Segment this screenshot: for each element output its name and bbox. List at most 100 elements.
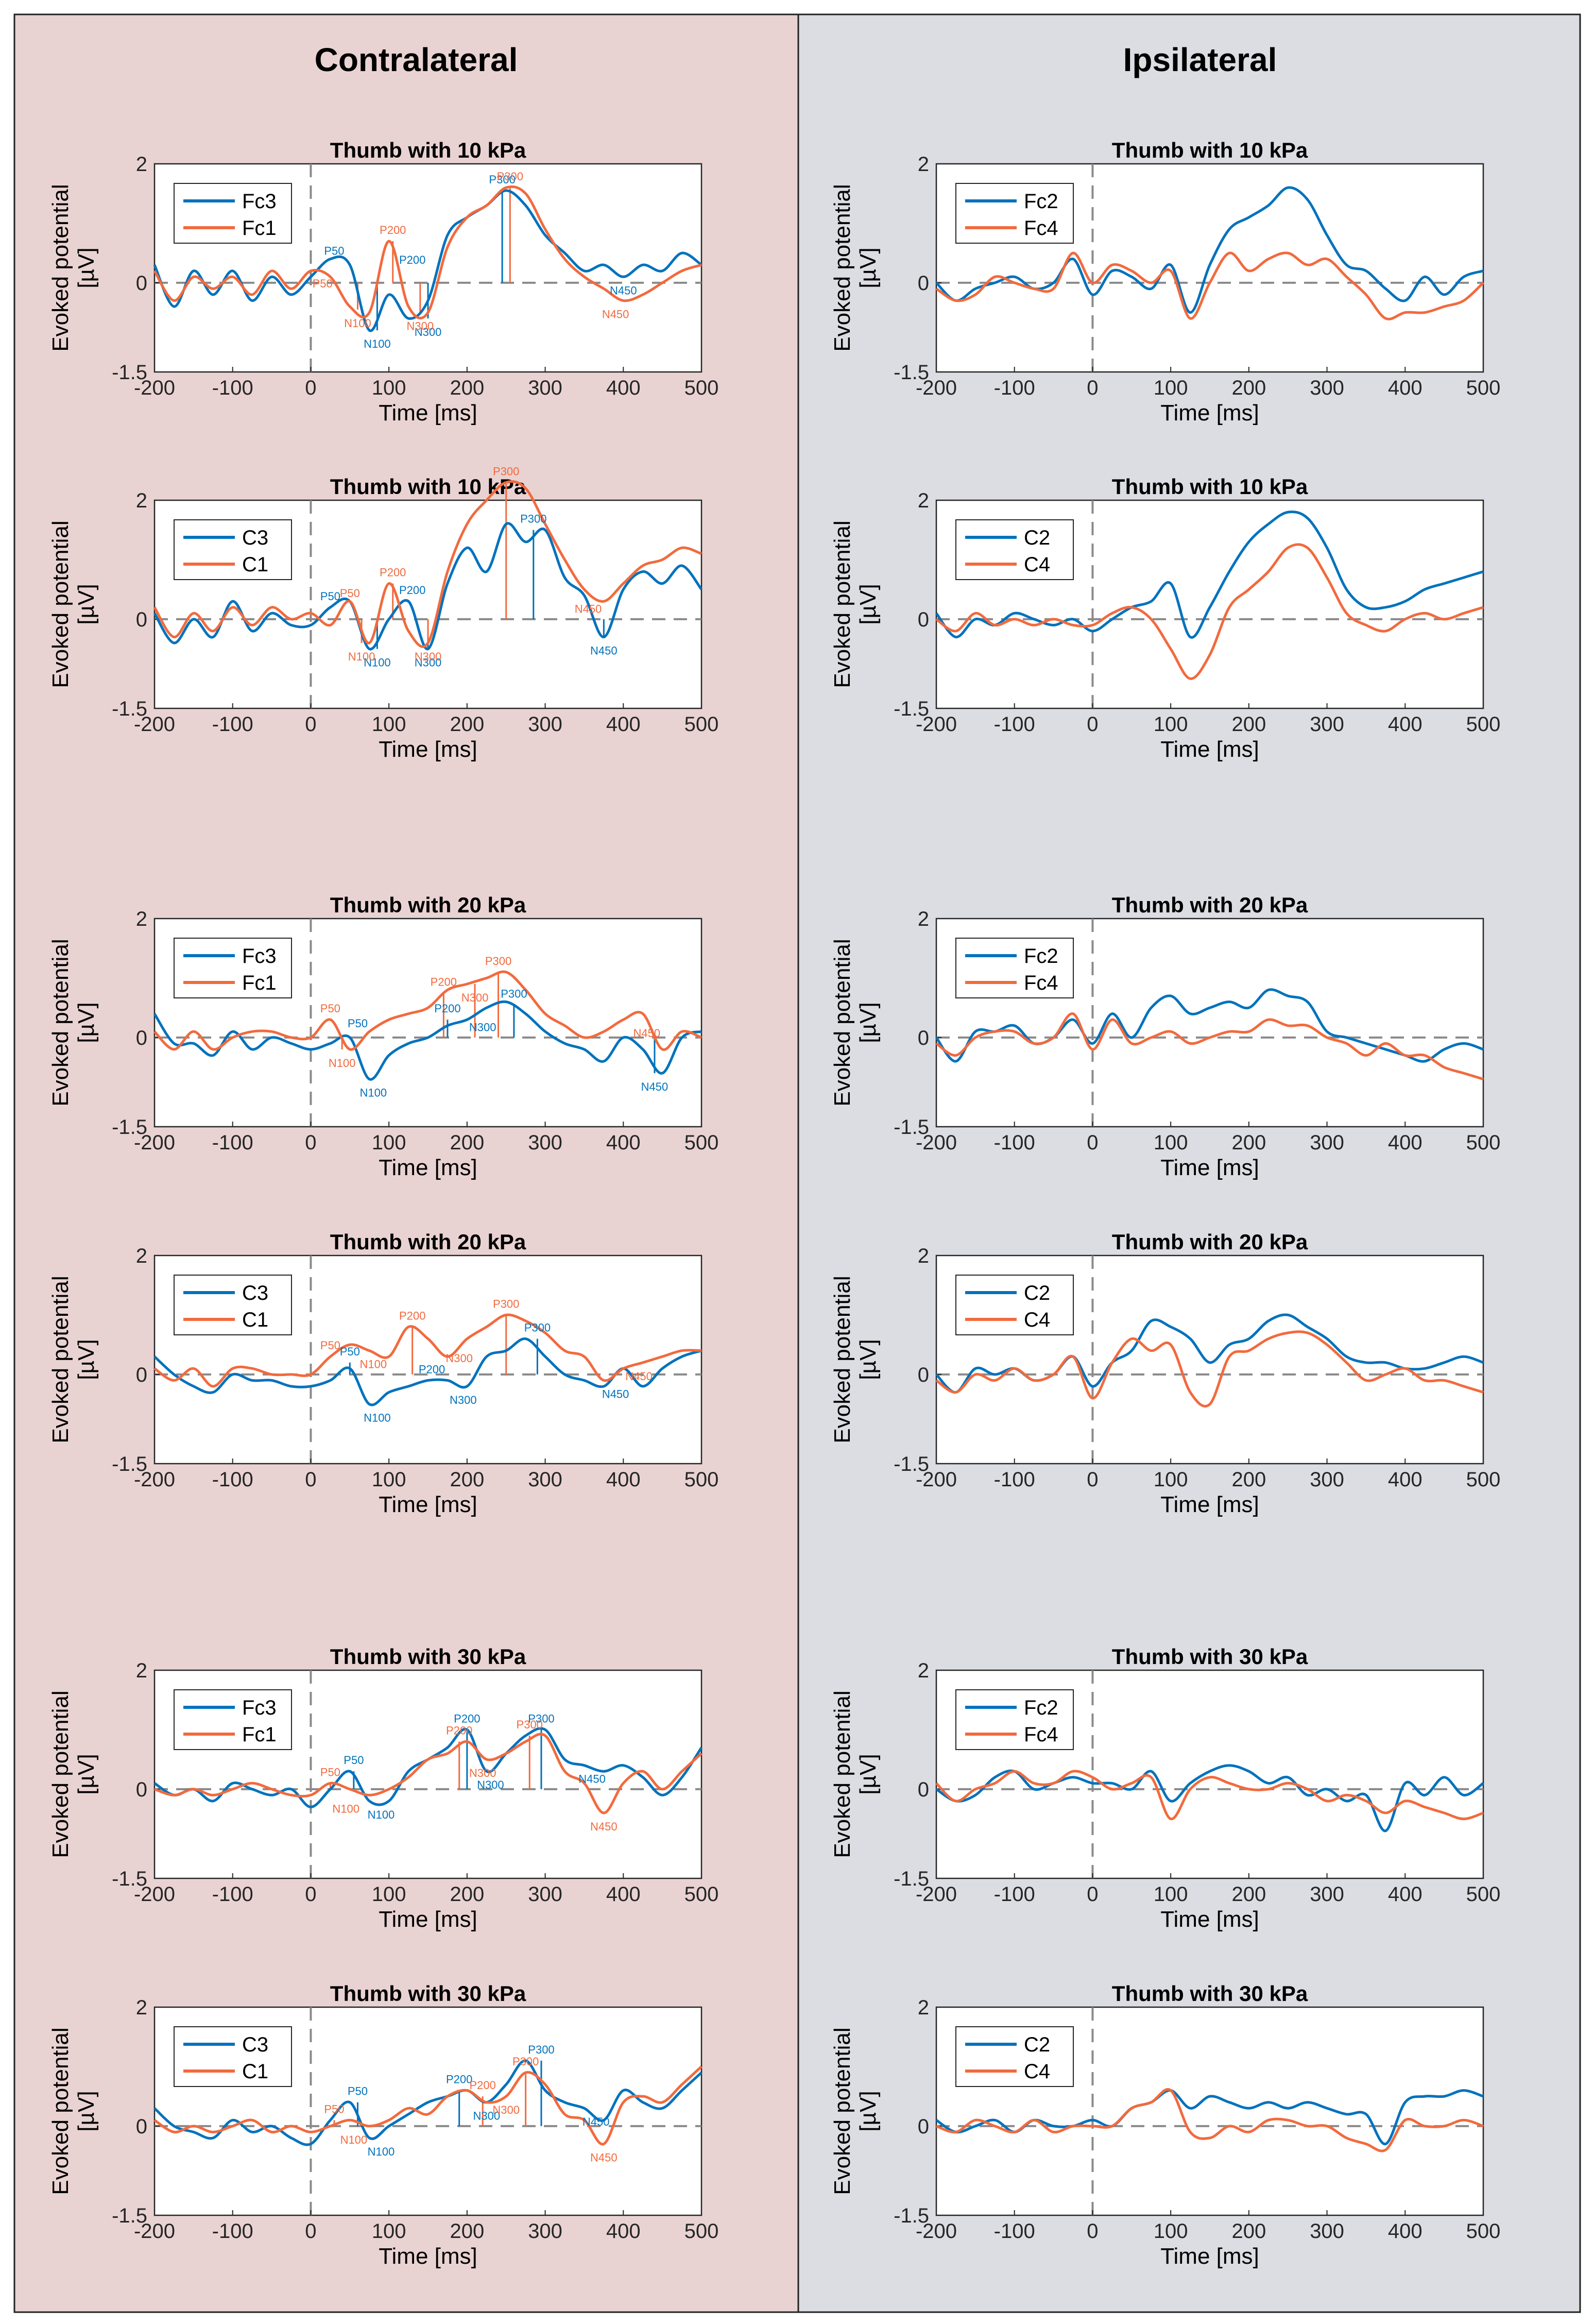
x-tick-label: 100 — [1154, 2220, 1188, 2243]
plot-title: Thumb with 30 kPa — [1112, 1981, 1308, 2006]
peak-label: N450 — [578, 1773, 606, 1786]
y-tick-label: -1.5 — [112, 698, 147, 720]
peak-label: P200 — [419, 1363, 445, 1376]
y-axis-unit: [µV] — [855, 1002, 881, 1043]
x-tick-label: 0 — [1087, 377, 1098, 399]
x-tick-label: 300 — [1310, 2220, 1344, 2243]
series-line-fc4 — [935, 1012, 1484, 1081]
y-axis-unit: [µV] — [855, 2091, 881, 2131]
peak-label: N300 — [415, 656, 442, 669]
peak-label: N450 — [590, 1820, 618, 1833]
peak-label: P200 — [399, 1310, 425, 1322]
x-tick-label: 200 — [450, 713, 484, 736]
x-tick-label: -200 — [916, 713, 957, 736]
plot-title: Thumb with 20 kPa — [330, 893, 526, 917]
x-tick-label: 400 — [606, 713, 641, 736]
peak-label: P300 — [493, 465, 519, 478]
x-tick-label: 0 — [305, 713, 316, 736]
y-axis-label: Evoked potential — [48, 1276, 73, 1443]
x-axis-label: Time [ms] — [379, 1492, 477, 1517]
y-tick-label: 2 — [918, 153, 929, 176]
y-tick-label: -1.5 — [894, 1453, 929, 1475]
series-line-fc2 — [935, 988, 1484, 1063]
x-tick-label: 400 — [606, 1468, 641, 1491]
legend-label: C2 — [1024, 527, 1050, 549]
peak-label: P300 — [489, 173, 515, 186]
x-tick-label: -100 — [994, 713, 1035, 736]
y-tick-label: 2 — [136, 1245, 147, 1267]
ipsilateral-panel — [797, 13, 1581, 2313]
y-axis-unit: [µV] — [74, 584, 99, 624]
peak-label: N100 — [332, 1802, 359, 1815]
x-tick-label: 300 — [528, 1131, 562, 1154]
y-tick-label: -1.5 — [894, 698, 929, 720]
chart-12: Thumb with 30 kPa -200 -100 0 100 200 300 400 50… — [830, 1981, 1500, 2269]
peak-label: P50 — [348, 1017, 368, 1030]
legend-box — [174, 1275, 292, 1335]
legend-label: C3 — [242, 2033, 268, 2056]
x-tick-label: 100 — [372, 1131, 406, 1154]
x-tick-label: 200 — [1231, 1131, 1266, 1154]
x-tick-label: -200 — [134, 713, 175, 736]
peak-label: N100 — [368, 1808, 395, 1821]
legend-label: Fc3 — [242, 190, 277, 213]
x-tick-label: 0 — [305, 1131, 316, 1154]
peak-label: P50 — [344, 1754, 364, 1767]
legend-label: Fc4 — [1024, 217, 1058, 240]
peak-label: P300 — [528, 1712, 554, 1725]
chart-2: Thumb with 10 kPa -200 -100 0 100 200 300 400 50… — [830, 138, 1500, 426]
x-tick-label: -100 — [994, 1131, 1035, 1154]
x-tick-label: 400 — [606, 377, 641, 399]
peak-label: P300 — [524, 1321, 551, 1334]
legend-label: C4 — [1024, 2060, 1050, 2083]
x-axis-label: Time [ms] — [379, 1155, 477, 1180]
legend-label: C4 — [1024, 553, 1050, 576]
legend-label: C2 — [1024, 2033, 1050, 2056]
legend-label: Fc4 — [1024, 1723, 1058, 1746]
series-line-c1 — [153, 480, 702, 648]
peak-label: P200 — [434, 1002, 460, 1015]
chart-4: Thumb with 10 kPa -200 -100 0 100 200 300 400 50… — [830, 474, 1500, 762]
peak-label: P300 — [501, 987, 527, 1000]
x-axis-label: Time [ms] — [379, 2244, 477, 2269]
x-tick-label: 0 — [1087, 2220, 1098, 2243]
x-axis-label: Time [ms] — [1160, 737, 1259, 762]
plot-title: Thumb with 30 kPa — [330, 1981, 526, 2006]
x-tick-label: 0 — [1087, 713, 1098, 736]
y-axis-label: Evoked potential — [48, 184, 73, 351]
x-tick-label: -100 — [212, 2220, 253, 2243]
x-tick-label: 100 — [1154, 713, 1188, 736]
y-tick-label: 0 — [136, 1027, 147, 1049]
x-tick-label: -200 — [134, 1468, 175, 1491]
chart-grid: Thumb with 10 kPa-200 -100 0 100 200 300 400 50… — [48, 138, 1500, 2269]
y-tick-label: 0 — [918, 608, 929, 631]
y-tick-label: 0 — [918, 1364, 929, 1386]
peak-label: N300 — [461, 991, 489, 1004]
legend-label: C2 — [1024, 1282, 1050, 1304]
series-line-c1 — [153, 2065, 702, 2146]
legend-box — [955, 938, 1074, 998]
chart-7: Thumb with 20 kPa -200 -100 0 100 200 300 400 50… — [48, 1230, 718, 1517]
chart-11: Thumb with 30 kPa -200 -100 0 100 200 300 400 50… — [48, 1981, 718, 2269]
peak-label: P300 — [517, 1718, 543, 1731]
y-tick-label: 0 — [136, 2115, 147, 2138]
peak-label: P200 — [399, 253, 425, 266]
legend-box — [174, 183, 292, 244]
x-tick-label: 200 — [450, 1883, 484, 1906]
y-tick-label: -1.5 — [112, 361, 147, 384]
y-axis-label: Evoked potential — [48, 1690, 73, 1858]
peak-label: N300 — [445, 1352, 473, 1365]
y-tick-label: 0 — [136, 1778, 147, 1801]
chart-8: Thumb with 20 kPa -200 -100 0 100 200 300 400 50… — [830, 1230, 1500, 1517]
y-tick-label: -1.5 — [894, 361, 929, 384]
x-axis-label: Time [ms] — [379, 737, 477, 762]
y-tick-label: 2 — [136, 1659, 147, 1682]
series-line-fc2 — [935, 1764, 1484, 1833]
x-tick-label: 500 — [1466, 2220, 1501, 2243]
peak-label: N300 — [469, 1021, 496, 1034]
series-line-fc3 — [153, 1000, 702, 1081]
x-tick-label: 300 — [528, 1883, 562, 1906]
x-tick-label: 200 — [1231, 713, 1266, 736]
